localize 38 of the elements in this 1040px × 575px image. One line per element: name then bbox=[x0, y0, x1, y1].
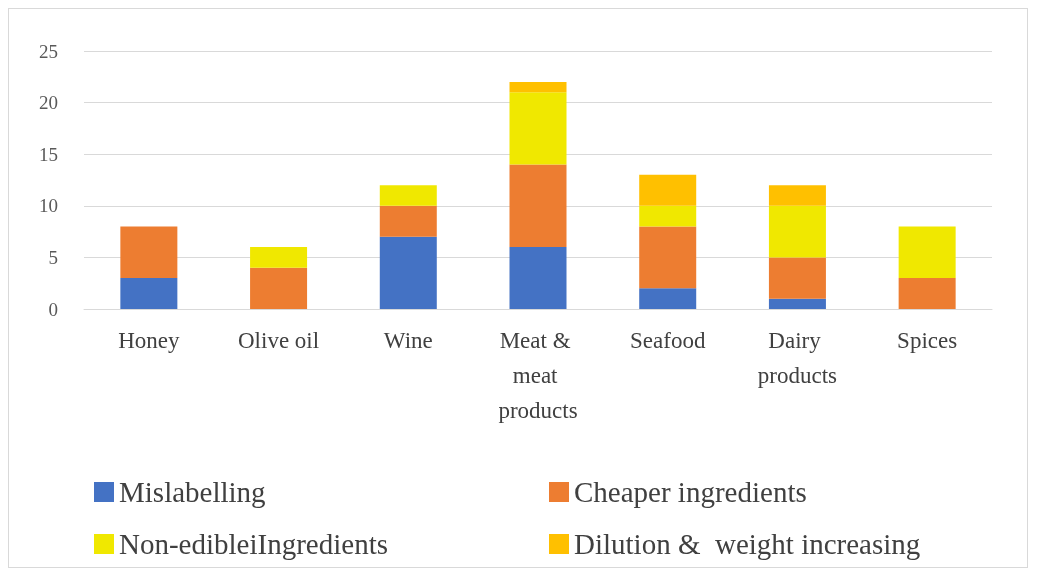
x-tick-label: Wine bbox=[383, 328, 433, 353]
bar bbox=[768, 257, 826, 299]
bar bbox=[509, 247, 567, 309]
y-tick-label: 5 bbox=[48, 246, 58, 268]
x-tick-label: Honey bbox=[118, 328, 181, 353]
legend-label: Cheaper ingredients bbox=[574, 476, 807, 508]
y-tick-label: 15 bbox=[39, 143, 58, 165]
bar bbox=[120, 278, 178, 309]
y-tick-label: 0 bbox=[48, 298, 58, 320]
legend-label: Mislabelling bbox=[119, 476, 266, 508]
bar bbox=[639, 288, 697, 309]
bar bbox=[639, 205, 697, 227]
bar bbox=[898, 278, 956, 309]
bar bbox=[120, 226, 178, 279]
bar bbox=[379, 236, 437, 309]
y-tick-label: 10 bbox=[39, 195, 58, 217]
x-tick-label: Spices bbox=[897, 328, 958, 353]
x-tick-label: Meat & meat products bbox=[498, 328, 578, 423]
bar bbox=[639, 226, 697, 289]
bar bbox=[768, 298, 826, 309]
legend-label: Non-edibleiIngredients bbox=[119, 528, 388, 560]
bar bbox=[379, 185, 437, 206]
bar bbox=[509, 164, 567, 248]
bar bbox=[250, 247, 308, 268]
x-tick-label: Dairy products bbox=[757, 328, 838, 388]
bar bbox=[250, 267, 308, 309]
x-tick-label: Seafood bbox=[630, 328, 706, 353]
bar bbox=[639, 174, 697, 206]
y-tick-label: 20 bbox=[39, 92, 58, 114]
legend-label: Dilution & weight increasing bbox=[574, 528, 921, 560]
bar bbox=[768, 205, 826, 258]
bar bbox=[509, 92, 567, 165]
x-tick-label: Olive oil bbox=[238, 328, 320, 353]
bar bbox=[509, 81, 567, 93]
bar bbox=[898, 226, 956, 279]
y-tick-label: 25 bbox=[39, 40, 58, 62]
bar bbox=[379, 205, 437, 237]
bar bbox=[768, 185, 826, 206]
